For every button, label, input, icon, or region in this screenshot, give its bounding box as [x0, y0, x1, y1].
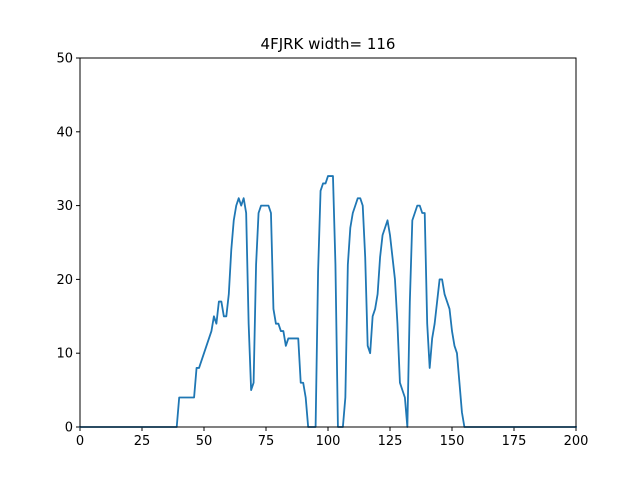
- x-tick-label: 200: [564, 434, 589, 449]
- x-tick-label: 75: [258, 434, 275, 449]
- y-tick-label: 30: [56, 199, 73, 214]
- x-tick-label: 25: [134, 434, 151, 449]
- x-tick-label: 125: [378, 434, 403, 449]
- x-tick-label: 150: [440, 434, 465, 449]
- y-axis-ticks: 0 10 20 30 40 50: [56, 52, 80, 436]
- y-tick-label: 40: [56, 125, 73, 140]
- x-axis-ticks: 0 25 50 75 100 125 150 175 200: [76, 427, 589, 449]
- y-tick-label: 0: [65, 421, 73, 436]
- plot-frame: [79, 57, 577, 428]
- y-tick-label: 20: [56, 273, 73, 288]
- plot-area: [80, 58, 576, 427]
- chart-title: 4FJRK width= 116: [261, 35, 396, 53]
- series-line: [79, 175, 577, 428]
- x-tick-label: 50: [196, 434, 213, 449]
- x-tick-label: 100: [316, 434, 341, 449]
- x-tick-label: 0: [76, 434, 84, 449]
- y-tick-label: 10: [56, 347, 73, 362]
- x-tick-label: 175: [502, 434, 527, 449]
- y-tick-label: 50: [56, 52, 73, 67]
